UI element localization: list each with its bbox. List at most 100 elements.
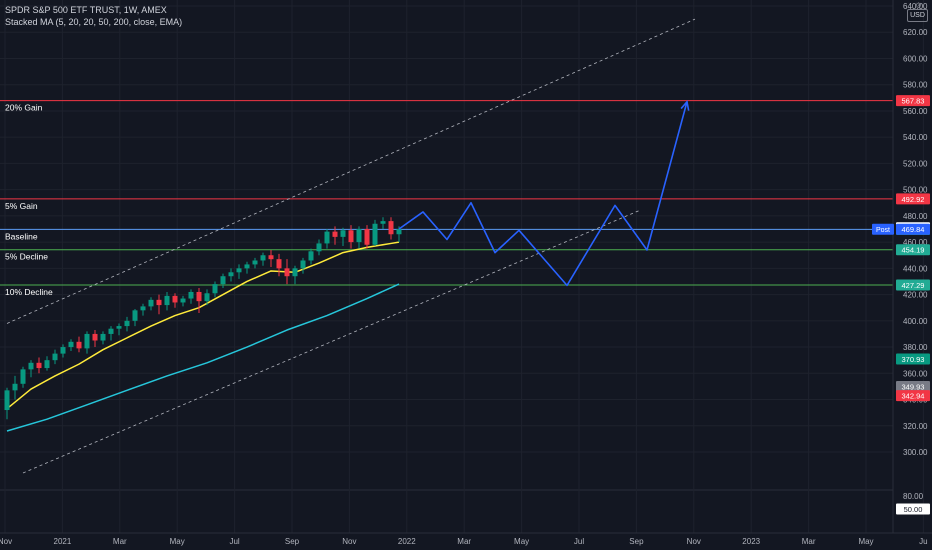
candle-body bbox=[372, 223, 378, 245]
candle bbox=[236, 264, 242, 279]
candle bbox=[188, 289, 194, 304]
y-tick-label: 400.00 bbox=[903, 317, 928, 326]
level-lines: 20% Gain 5% Gain Baseline 5% Decline 10% Dec… bbox=[0, 100, 893, 297]
candle bbox=[196, 288, 202, 313]
projection-path bbox=[398, 99, 690, 287]
price-tag bbox=[896, 223, 930, 235]
candle-body bbox=[212, 284, 218, 294]
level-label: 5% Gain bbox=[5, 201, 38, 211]
y-tick-label: 360.00 bbox=[903, 369, 928, 378]
candle bbox=[268, 249, 274, 268]
candle bbox=[308, 248, 314, 265]
candle bbox=[132, 309, 138, 327]
candle-body bbox=[156, 299, 162, 306]
y-tick-label: 420.00 bbox=[903, 291, 928, 300]
candle bbox=[364, 225, 370, 249]
candle bbox=[44, 356, 50, 371]
y-tick-label: 580.00 bbox=[903, 81, 928, 90]
candle bbox=[52, 349, 58, 365]
candle-body bbox=[220, 276, 226, 285]
candle-body bbox=[204, 293, 210, 302]
candle-body bbox=[60, 347, 66, 354]
candle bbox=[340, 227, 346, 247]
price-tag-text: 370.93 bbox=[902, 355, 925, 364]
candle-body bbox=[76, 341, 82, 349]
time-axis: Nov 2021 Mar May Jul Sep Nov 2022 Mar May Jul Sep No… bbox=[0, 537, 928, 546]
candle-body bbox=[308, 251, 314, 261]
x-tick-label: Mar bbox=[802, 537, 816, 546]
candle bbox=[60, 344, 66, 358]
candle bbox=[36, 357, 42, 374]
price-tag-text: 342.94 bbox=[902, 392, 925, 401]
level-price-text: 454.19 bbox=[902, 246, 925, 255]
candle-body bbox=[20, 369, 26, 384]
candle bbox=[108, 326, 114, 341]
y-tick-label: 500.00 bbox=[903, 186, 928, 195]
level-price-tag bbox=[896, 95, 930, 107]
y-tick-label: 600.00 bbox=[903, 54, 928, 63]
level-price-text: 492.92 bbox=[902, 195, 925, 204]
level-price-tag bbox=[896, 279, 930, 291]
grid bbox=[0, 0, 924, 533]
level-price-tag bbox=[896, 244, 930, 256]
price-tag bbox=[896, 390, 930, 402]
candle-body bbox=[340, 230, 346, 237]
candle bbox=[324, 229, 330, 249]
candle-body bbox=[100, 333, 106, 341]
y-tick-label: 620.00 bbox=[903, 28, 928, 37]
candle-body bbox=[348, 230, 354, 243]
candle-body bbox=[388, 221, 394, 235]
x-tick-label: 2022 bbox=[398, 537, 416, 546]
candle bbox=[4, 387, 10, 420]
candle bbox=[116, 323, 122, 336]
candle-body bbox=[124, 320, 130, 327]
candle bbox=[180, 295, 186, 307]
y-tick-label: 320.00 bbox=[903, 422, 928, 431]
candle-body bbox=[84, 333, 90, 349]
candle bbox=[76, 336, 82, 353]
ma-cyan-line bbox=[6, 283, 400, 432]
candle-body bbox=[324, 231, 330, 244]
candle bbox=[228, 268, 234, 282]
x-tick-label: 2023 bbox=[742, 537, 760, 546]
x-tick-label: Nov bbox=[687, 537, 701, 546]
price-tag-text: 349.93 bbox=[902, 383, 925, 392]
candles bbox=[4, 217, 402, 420]
candle bbox=[292, 265, 298, 285]
candle-body bbox=[132, 310, 138, 321]
x-tick-label: 2021 bbox=[54, 537, 72, 546]
candle bbox=[332, 226, 338, 245]
y-tick-label: 560.00 bbox=[903, 107, 928, 116]
candle-body bbox=[140, 306, 146, 311]
price-axis: 80.00300.00320.00340.00360.00380.00400.0… bbox=[0, 0, 932, 534]
price-tag bbox=[896, 503, 930, 515]
candle-body bbox=[188, 291, 194, 299]
y-tick-label: 80.00 bbox=[903, 492, 924, 501]
x-tick-label: May bbox=[514, 537, 529, 546]
post-badge-text: Post bbox=[876, 227, 890, 234]
x-tick-label: Ju bbox=[919, 537, 927, 546]
candle-body bbox=[356, 229, 362, 243]
candle bbox=[380, 217, 386, 229]
candle-body bbox=[228, 272, 234, 277]
price-tag bbox=[896, 353, 930, 365]
price-tag-text: 50.00 bbox=[904, 505, 923, 514]
y-tick-label: 460.00 bbox=[903, 238, 928, 247]
candle bbox=[124, 316, 130, 332]
candle-body bbox=[12, 383, 18, 391]
settings-icon[interactable]: ⚙ bbox=[914, 1, 922, 10]
candle-body bbox=[252, 260, 258, 265]
candle bbox=[276, 253, 282, 277]
candle bbox=[252, 257, 258, 269]
currency-badge[interactable]: USD bbox=[907, 9, 928, 22]
candle-body bbox=[292, 268, 298, 277]
candle-body bbox=[380, 221, 386, 224]
x-tick-label: Jul bbox=[574, 537, 584, 546]
candle bbox=[220, 273, 226, 289]
candle bbox=[244, 261, 250, 274]
candle bbox=[284, 259, 290, 285]
candle-body bbox=[36, 362, 42, 369]
candle bbox=[140, 303, 146, 316]
level-label: 20% Gain bbox=[5, 103, 43, 113]
